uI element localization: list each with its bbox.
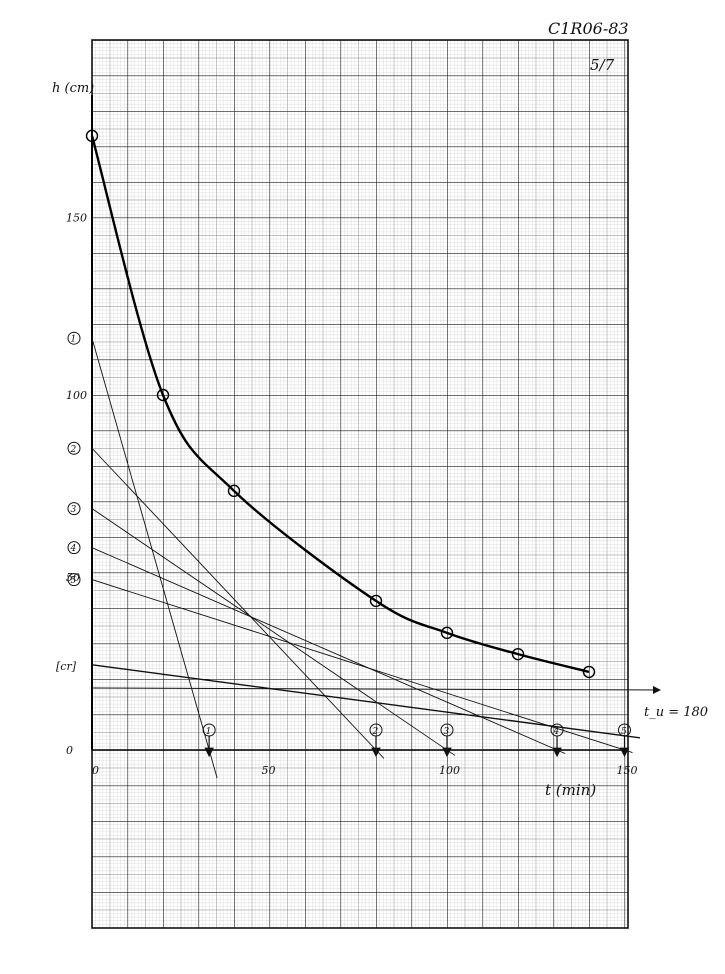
tangent-start-label: 3 bbox=[71, 505, 77, 515]
tangent-start-label: 1 bbox=[71, 335, 77, 345]
x-tick-label: 150 bbox=[617, 764, 638, 777]
tangent-line-2 bbox=[91, 447, 385, 759]
data-point bbox=[582, 665, 596, 679]
data-point bbox=[440, 626, 454, 640]
grid bbox=[91, 39, 629, 929]
tangent-start-label: 2 bbox=[70, 445, 77, 455]
intercept-label: 1 bbox=[206, 727, 212, 737]
tangent-line-3 bbox=[91, 508, 456, 756]
data-point bbox=[227, 484, 241, 498]
tangent-line-4 bbox=[91, 547, 566, 754]
tu-label: t_u = 180 bbox=[644, 705, 708, 720]
intercept-marker bbox=[369, 723, 383, 737]
tangent-start-label: 5 bbox=[71, 576, 77, 586]
y-axis-label: h (cm) bbox=[52, 81, 94, 96]
x-axis-label: t (min) bbox=[545, 781, 596, 799]
intercept-label: 3 bbox=[444, 727, 450, 737]
tangent-lines: 1 1 2 2 3 3 4 4 5 5 bbox=[67, 331, 661, 779]
y-tick-label: 100 bbox=[66, 389, 87, 402]
x-tick-label: 50 bbox=[262, 764, 276, 777]
tangent-start-marker bbox=[67, 541, 81, 555]
axis-note-cr: [cr] bbox=[56, 660, 77, 673]
page-number: 5/7 bbox=[590, 56, 615, 74]
tangent-start-marker bbox=[67, 441, 81, 455]
tu-arrow bbox=[91, 685, 661, 694]
axis-ticks: 0 50 100 150 0 100 150 bbox=[66, 212, 638, 778]
intercept-marker bbox=[440, 723, 454, 737]
data-point bbox=[511, 647, 525, 661]
tangent-start-marker bbox=[67, 573, 81, 587]
settling-curve bbox=[90, 135, 590, 674]
intercept-label: 4 bbox=[553, 727, 560, 737]
tangent-start-marker bbox=[67, 331, 81, 345]
data-point bbox=[156, 388, 170, 402]
data-point bbox=[369, 594, 383, 608]
tangent-start-label: 4 bbox=[70, 544, 77, 554]
tangent-line-1 bbox=[91, 338, 218, 779]
x-tick-label: 0 bbox=[92, 764, 99, 777]
tangent-line-u bbox=[91, 664, 641, 739]
data-points bbox=[85, 129, 596, 679]
x-tick-label: 100 bbox=[439, 764, 460, 777]
tangent-start-marker bbox=[67, 502, 81, 516]
tangent-line-5 bbox=[91, 579, 633, 753]
intercept-label: 5 bbox=[621, 727, 627, 737]
intercept-marker bbox=[202, 723, 216, 737]
y-tick-label: 150 bbox=[66, 212, 87, 225]
settling-curve-line bbox=[90, 135, 590, 674]
y-tick-label: 0 bbox=[66, 744, 73, 757]
document-code: C1R06-83 bbox=[548, 19, 629, 38]
data-point bbox=[85, 129, 99, 143]
intercept-label: 2 bbox=[372, 727, 379, 737]
